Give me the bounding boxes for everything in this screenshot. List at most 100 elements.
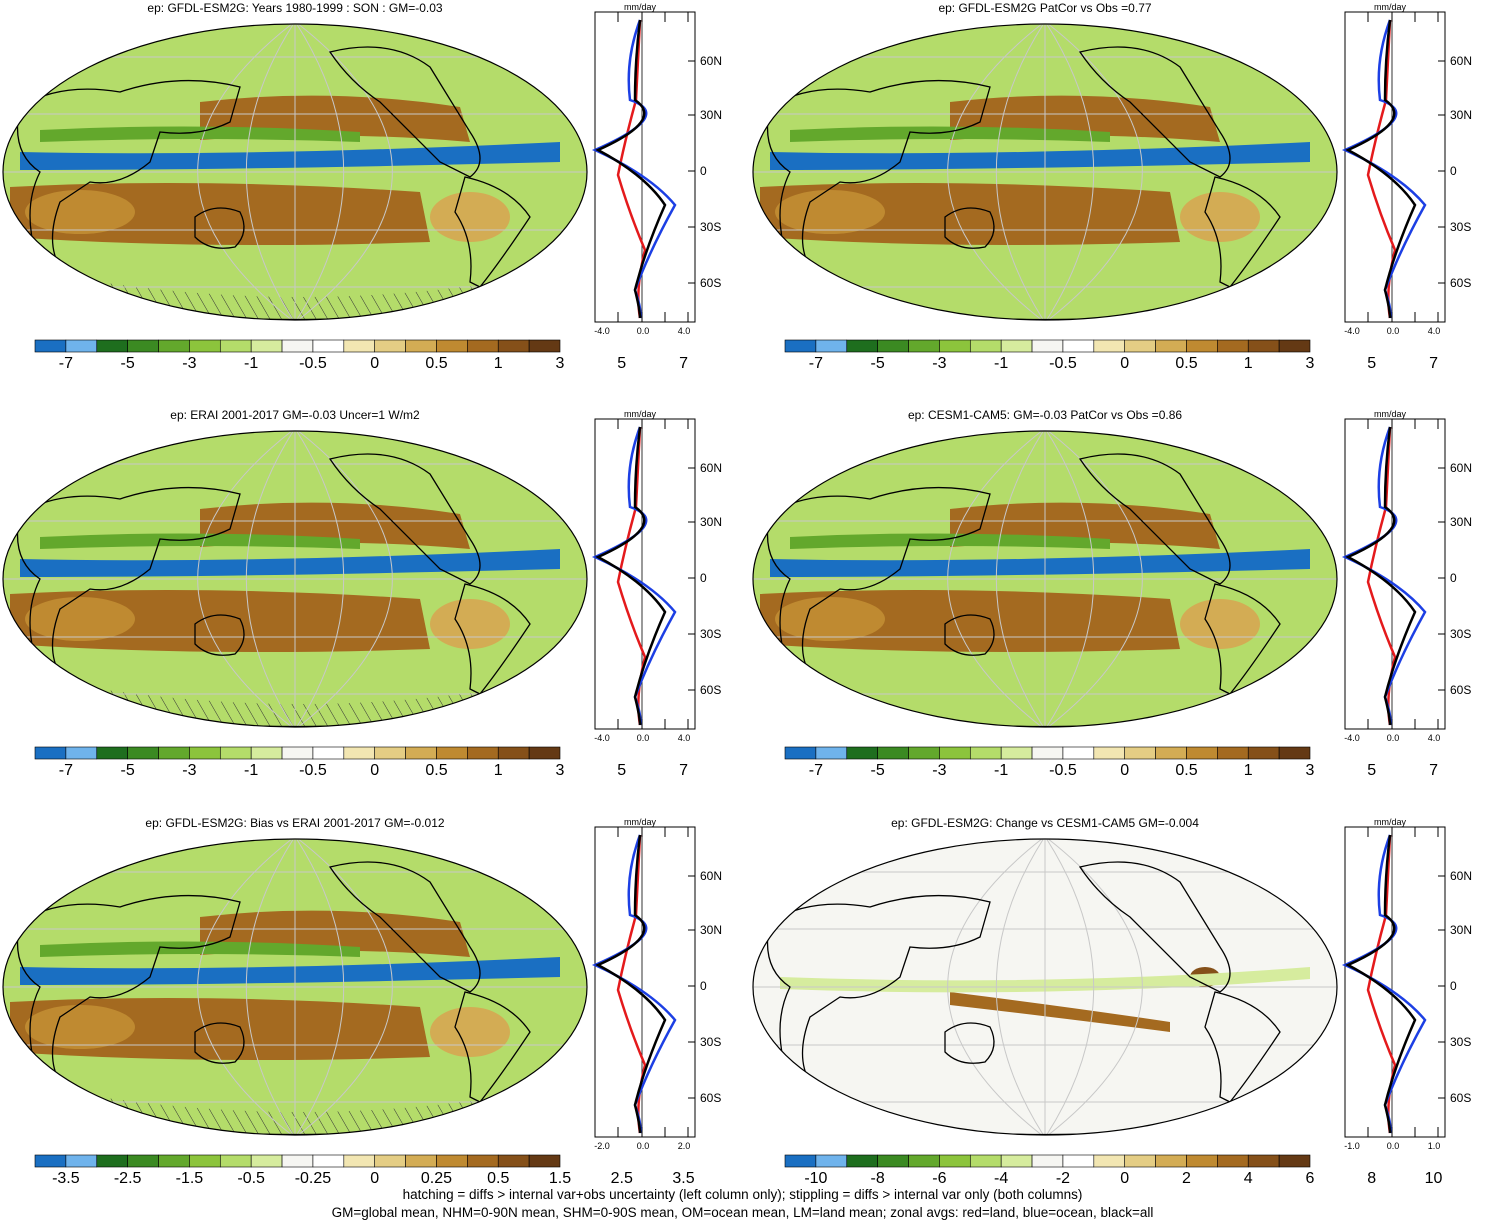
colorbar-label: -4 [994,1170,1009,1187]
colorbar-label: -5 [870,762,885,779]
latitude-label: 60S [1450,1091,1472,1105]
latitude-label: 30N [700,108,723,122]
dry-south-atlantic [25,190,135,234]
colorbar-swatch [467,1154,499,1168]
colorbar-label: -5 [870,355,885,372]
colorbar [34,1154,561,1168]
map [2,838,588,1136]
north-america [1078,453,1231,585]
colorbar-swatch [127,339,159,353]
zonal-all-curve [595,426,667,726]
zonal-tick-label: -4.0 [594,733,610,743]
colorbar-swatch [784,339,817,353]
colorbar-label: -8 [870,1170,885,1187]
zonal-all-curve [595,834,667,1134]
colorbar-label: -6 [932,1170,947,1187]
colorbar-swatch [877,1154,909,1168]
colorbar-label: 5 [1367,762,1377,779]
colorbar-swatch [969,1154,1002,1168]
panel-d: ep: CESM1-CAM5: GM=-0.03 PatCor vs Obs =… [750,407,1485,807]
zonal-tick-label: 4.0 [1427,326,1441,336]
colorbar-swatch [1031,339,1064,353]
colorbar-label: 0.5 [425,355,448,372]
colorbar-label: 1 [493,762,503,779]
colorbar-swatch [467,746,499,760]
map [2,23,588,321]
colorbar-swatch [908,746,940,760]
latitude-label: 30S [700,627,722,641]
colorbar [34,339,561,353]
colorbar-swatch [784,746,817,760]
colorbar-label: 0.5 [487,1170,510,1187]
colorbar-label: -5 [120,355,135,372]
map-outline [2,23,588,321]
zonal-all-curve [1345,834,1417,1134]
colorbar-swatch [250,1154,283,1168]
latitude-label: 30N [700,923,723,937]
colorbar-label: 4 [1243,1170,1253,1187]
colorbar-label: 3 [555,355,565,372]
colorbar-label: 0.5 [1175,355,1198,372]
band-tropics-green [40,533,360,549]
colorbar-label: 7 [679,355,688,372]
zonal-tick-label: 0.0 [636,733,650,743]
colorbar-swatch [219,1154,252,1168]
colorbar-swatch [1062,746,1095,760]
colorbar-swatch [939,339,971,353]
latitude-label: 60N [1450,869,1473,883]
colorbar [34,746,561,760]
colorbar-swatch [1093,1154,1126,1168]
zonal-all-curve [1345,19,1417,319]
colorbar-swatch [436,339,468,353]
colorbar-swatch [1062,1154,1095,1168]
colorbar-swatch [1062,339,1095,353]
colorbar-swatch [1093,339,1126,353]
colorbar-swatch [158,339,190,353]
zonal-tick-label: -4.0 [1344,326,1360,336]
colorbar-swatch [250,746,283,760]
colorbar-label: 1 [493,355,503,372]
zonal-tick-label: 0.0 [1386,733,1400,743]
latitude-label: 60N [1450,461,1473,475]
zonal-tick-label: -4.0 [594,326,610,336]
colorbar-label: -3.5 [52,1170,80,1187]
wet-south-america [430,599,510,649]
panel-title: ep: GFDL-ESM2G: Years 1980-1999 : SON : … [147,1,443,15]
colorbar [784,746,1311,760]
panel-a: ep: GFDL-ESM2G: Years 1980-1999 : SON : … [0,0,740,400]
zonal-tick-label: 0.0 [636,326,650,336]
colorbar-swatch [374,339,406,353]
dry-south-atlantic [775,597,885,641]
zonal-unit-label: mm/day [1373,409,1406,419]
colorbar-swatch [1247,746,1280,760]
colorbar-swatch [1217,339,1249,353]
colorbar-swatch [312,746,345,760]
colorbar-label: -10 [804,1170,828,1187]
colorbar-label: 3 [555,762,565,779]
latitude-label: 30S [1450,627,1472,641]
colorbar-label: -2 [1055,1170,1071,1187]
australia [194,207,245,249]
zonal-tick-label: 1.0 [1427,1141,1441,1151]
colorbar-label: 3 [1305,762,1315,779]
north-america [1078,46,1231,178]
colorbar-label: -0.5 [1049,355,1077,372]
colorbar-swatch [1217,746,1249,760]
colorbar-swatch [158,1154,190,1168]
colorbar-label: -3 [932,762,947,779]
colorbar-label: 0.25 [420,1170,453,1187]
zonal-tick-label: 4.0 [1427,733,1441,743]
zonal-tick-label: -1.0 [1344,1141,1360,1151]
colorbar-swatch [436,746,468,760]
latitude-label: 60N [700,869,723,883]
australia [194,614,245,656]
zonal-average-plot [591,418,696,730]
colorbar-swatch [1155,746,1187,760]
dry-south-atlantic [25,597,135,641]
latitude-label: 60N [700,54,723,68]
colorbar-label: 10 [1424,1170,1443,1187]
zonal-unit-label: mm/day [1373,817,1406,827]
north-america [328,861,481,993]
colorbar-label: 3 [1305,355,1315,372]
panel-f: ep: GFDL-ESM2G: Change vs CESM1-CAM5 GM=… [750,815,1485,1215]
